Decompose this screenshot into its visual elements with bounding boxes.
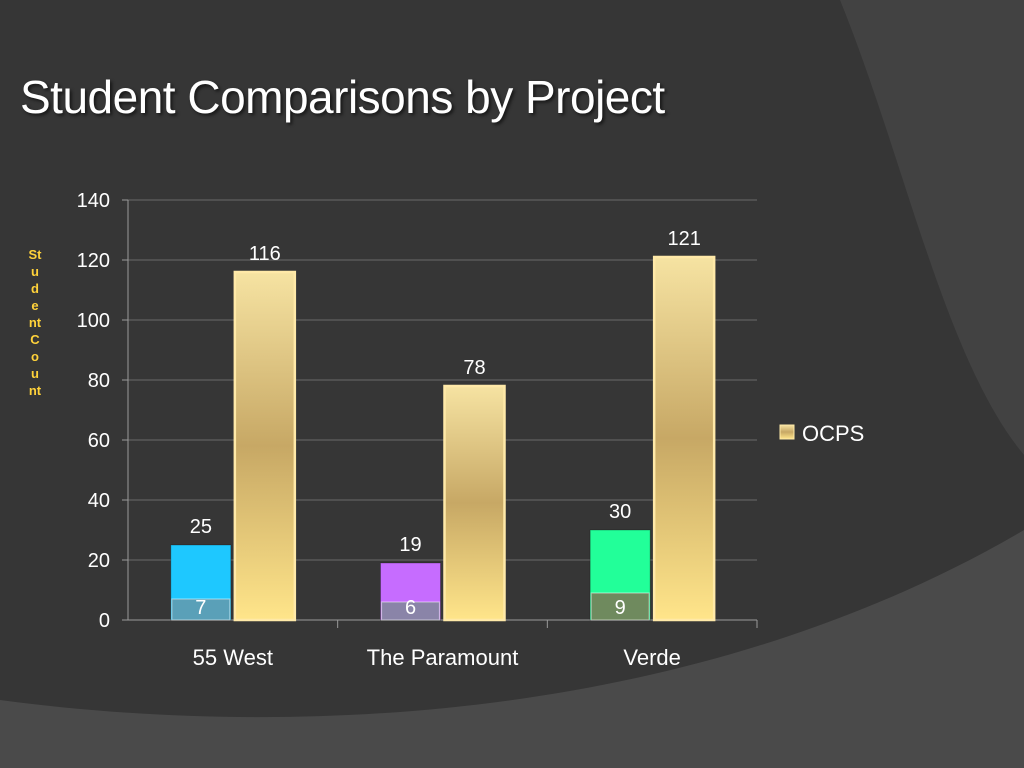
- data-label: 30: [609, 501, 631, 523]
- y-tick-label: 0: [99, 610, 110, 632]
- y-tick-label: 80: [88, 370, 110, 392]
- x-tick-label: Verde: [623, 645, 681, 670]
- data-label: 25: [190, 516, 212, 538]
- y-tick-label: 20: [88, 550, 110, 572]
- bar-inner: [171, 598, 231, 621]
- data-label: 7: [195, 597, 206, 619]
- y-tick-label: 140: [77, 190, 110, 212]
- legend-swatch-ocps: [779, 424, 795, 440]
- y-tick-label: 100: [77, 310, 110, 332]
- data-label: 78: [463, 357, 485, 379]
- y-tick-label: 40: [88, 490, 110, 512]
- bar-ocps: [652, 255, 716, 622]
- chart-title: Student Comparisons by Project: [20, 71, 665, 123]
- legend-label-ocps: OCPS: [802, 421, 864, 446]
- data-label: 116: [249, 243, 281, 265]
- bar-inner: [590, 592, 650, 621]
- y-tick-label: 60: [88, 430, 110, 452]
- legend: OCPS: [779, 421, 864, 446]
- axes: 0 20 40 60 80 100 120 140 55 West The Paramount Ve…: [77, 190, 758, 670]
- bar-ocps: [443, 384, 506, 622]
- data-label: 6: [405, 597, 416, 619]
- data-labels: 25 7 116 19 6 78 30 9 121: [190, 228, 701, 619]
- y-tick-label: 120: [77, 250, 110, 272]
- x-tick-label: The Paramount: [367, 645, 519, 670]
- data-label: 9: [615, 597, 626, 619]
- gridlines: [128, 199, 757, 561]
- bar-ocps: [233, 270, 297, 622]
- bars: [170, 255, 716, 622]
- bar-inner: [380, 601, 441, 621]
- x-tick-label: 55 West: [193, 645, 273, 670]
- y-axis-label: Student Count: [28, 247, 42, 398]
- data-label: 121: [667, 228, 700, 250]
- data-label: 19: [399, 534, 421, 556]
